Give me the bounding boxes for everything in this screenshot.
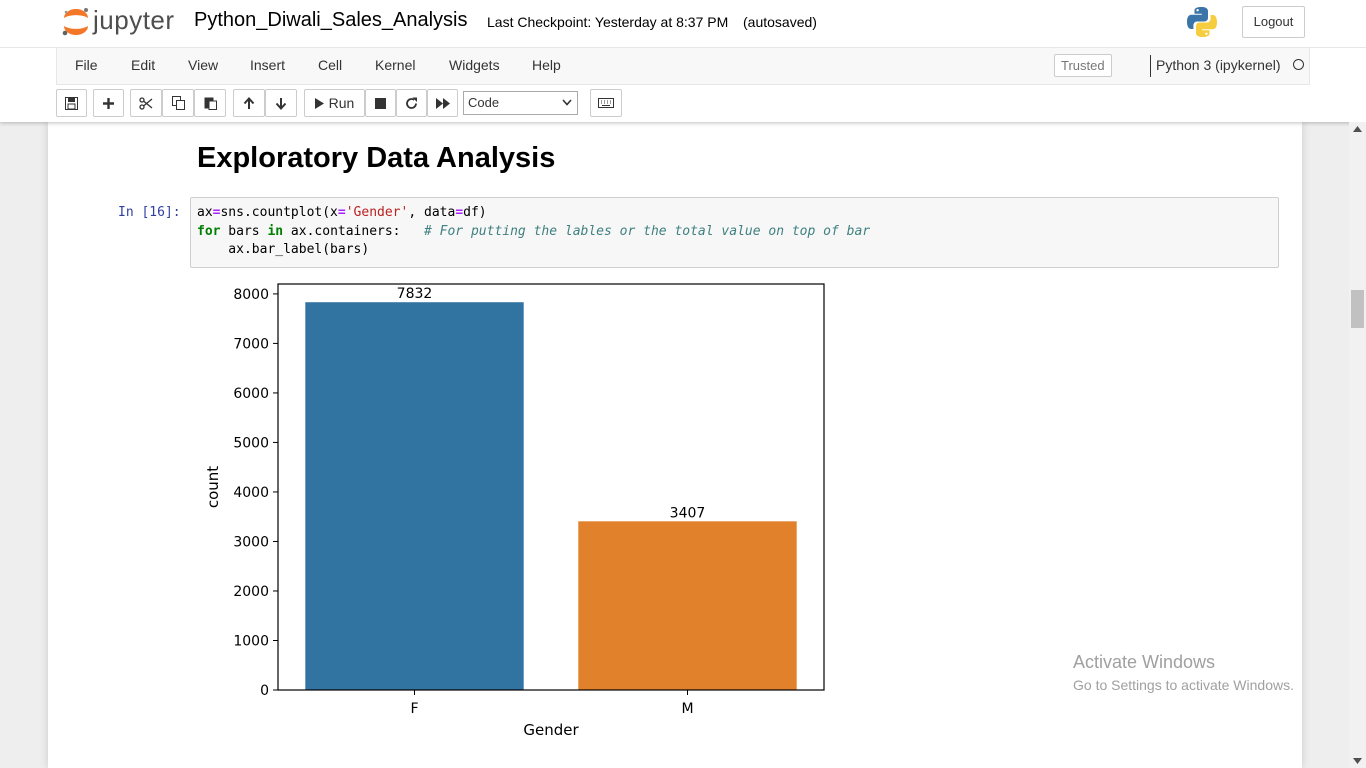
code-line-3: ax.bar_label(bars) (197, 241, 1278, 260)
plus-icon (102, 97, 115, 110)
y-tick-label: 3000 (233, 534, 269, 550)
chevron-down-icon (562, 99, 572, 106)
x-tick-label: F (410, 701, 418, 717)
code-cell[interactable]: ax=sns.countplot(x='Gender', data=df) for… (190, 197, 1279, 268)
activate-windows-title: Activate Windows (1073, 652, 1215, 673)
bar-data-label: 3407 (670, 505, 706, 521)
scroll-down-arrow-icon[interactable] (1353, 758, 1362, 764)
y-tick-label: 6000 (233, 386, 269, 402)
scroll-up-arrow-icon[interactable] (1353, 126, 1362, 132)
scrollbar-thumb[interactable] (1351, 290, 1364, 328)
bar-m (578, 521, 796, 690)
y-tick-label: 2000 (233, 584, 269, 600)
vertical-scrollbar[interactable] (1349, 122, 1366, 768)
y-tick-label: 1000 (233, 633, 269, 649)
notebook-title[interactable]: Python_Diwali_Sales_Analysis (194, 9, 467, 32)
y-tick-label: 8000 (233, 287, 269, 303)
save-button[interactable] (56, 89, 87, 117)
cell-type-value: Code (468, 95, 499, 110)
y-axis-label: count (204, 466, 222, 508)
keyboard-icon (598, 98, 614, 108)
cell-prompt: In [16]: (118, 205, 181, 220)
y-tick-label: 5000 (233, 435, 269, 451)
bar-data-label: 7832 (397, 286, 433, 302)
arrow-up-icon (243, 97, 255, 110)
copy-icon (172, 96, 185, 110)
menu-file[interactable]: File (75, 57, 98, 73)
y-tick-label: 0 (260, 683, 269, 699)
menu-kernel[interactable]: Kernel (375, 57, 415, 73)
insert-cell-button[interactable] (93, 89, 124, 117)
fast-forward-icon (436, 98, 450, 109)
restart-button[interactable] (396, 89, 427, 117)
menu-widgets[interactable]: Widgets (449, 57, 500, 73)
checkpoint-status: Last Checkpoint: Yesterday at 8:37 PM (487, 14, 728, 30)
x-tick-label: M (681, 701, 693, 717)
arrow-down-icon (275, 97, 287, 110)
run-label: Run (329, 95, 355, 111)
brand-row: jupyter Python_Diwali_Sales_Analysis Las… (0, 0, 1366, 48)
run-button[interactable]: Run (304, 89, 365, 117)
kernel-name[interactable]: Python 3 (ipykernel) (1156, 57, 1281, 73)
notebook-header: jupyter Python_Diwali_Sales_Analysis Las… (0, 0, 1366, 122)
cell-type-select[interactable]: Code (463, 91, 578, 115)
menu-edit[interactable]: Edit (131, 57, 155, 73)
copy-button[interactable] (162, 89, 194, 117)
toolbar: Run Code (56, 89, 1310, 119)
stop-icon (375, 98, 386, 109)
x-axis-label: Gender (523, 721, 579, 739)
code-line-2: for bars in ax.containers: # For putting… (197, 223, 1278, 242)
python-logo-icon (1185, 5, 1219, 39)
y-tick-label: 7000 (233, 336, 269, 352)
move-down-button[interactable] (265, 89, 297, 117)
menubar: File Edit View Insert Cell Kernel Widget… (56, 48, 1310, 85)
countplot-chart: 0 1000 2000 3000 4000 5000 6000 7000 8000 7832 F 34… (190, 277, 850, 747)
run-icon (315, 98, 324, 109)
activate-windows-subtitle: Go to Settings to activate Windows. (1073, 677, 1294, 693)
menu-insert[interactable]: Insert (250, 57, 285, 73)
restart-run-all-button[interactable] (427, 89, 458, 117)
command-palette-button[interactable] (590, 89, 622, 117)
markdown-heading[interactable]: Exploratory Data Analysis (197, 142, 555, 175)
paste-button[interactable] (194, 89, 226, 117)
menu-cell[interactable]: Cell (318, 57, 342, 73)
cut-icon (139, 97, 153, 110)
autosave-status: (autosaved) (743, 14, 817, 30)
paste-icon (204, 96, 217, 110)
y-tick-label: 4000 (233, 485, 269, 501)
jupyter-logo-text[interactable]: jupyter (93, 5, 175, 36)
bar-f (305, 302, 523, 690)
kernel-status-icon (1293, 59, 1304, 70)
move-up-button[interactable] (233, 89, 265, 117)
code-line-1: ax=sns.countplot(x='Gender', data=df) (197, 204, 1278, 223)
interrupt-button[interactable] (365, 89, 396, 117)
save-icon (65, 97, 78, 110)
menu-help[interactable]: Help (532, 57, 561, 73)
restart-icon (405, 97, 418, 110)
kernel-separator (1150, 55, 1151, 77)
trusted-indicator[interactable]: Trusted (1054, 54, 1112, 77)
menu-view[interactable]: View (188, 57, 218, 73)
jupyter-logo-icon (60, 6, 92, 38)
cut-button[interactable] (130, 89, 162, 117)
logout-button[interactable]: Logout (1242, 6, 1305, 38)
chart-output: 0 1000 2000 3000 4000 5000 6000 7000 8000 7832 F 34… (190, 277, 850, 747)
